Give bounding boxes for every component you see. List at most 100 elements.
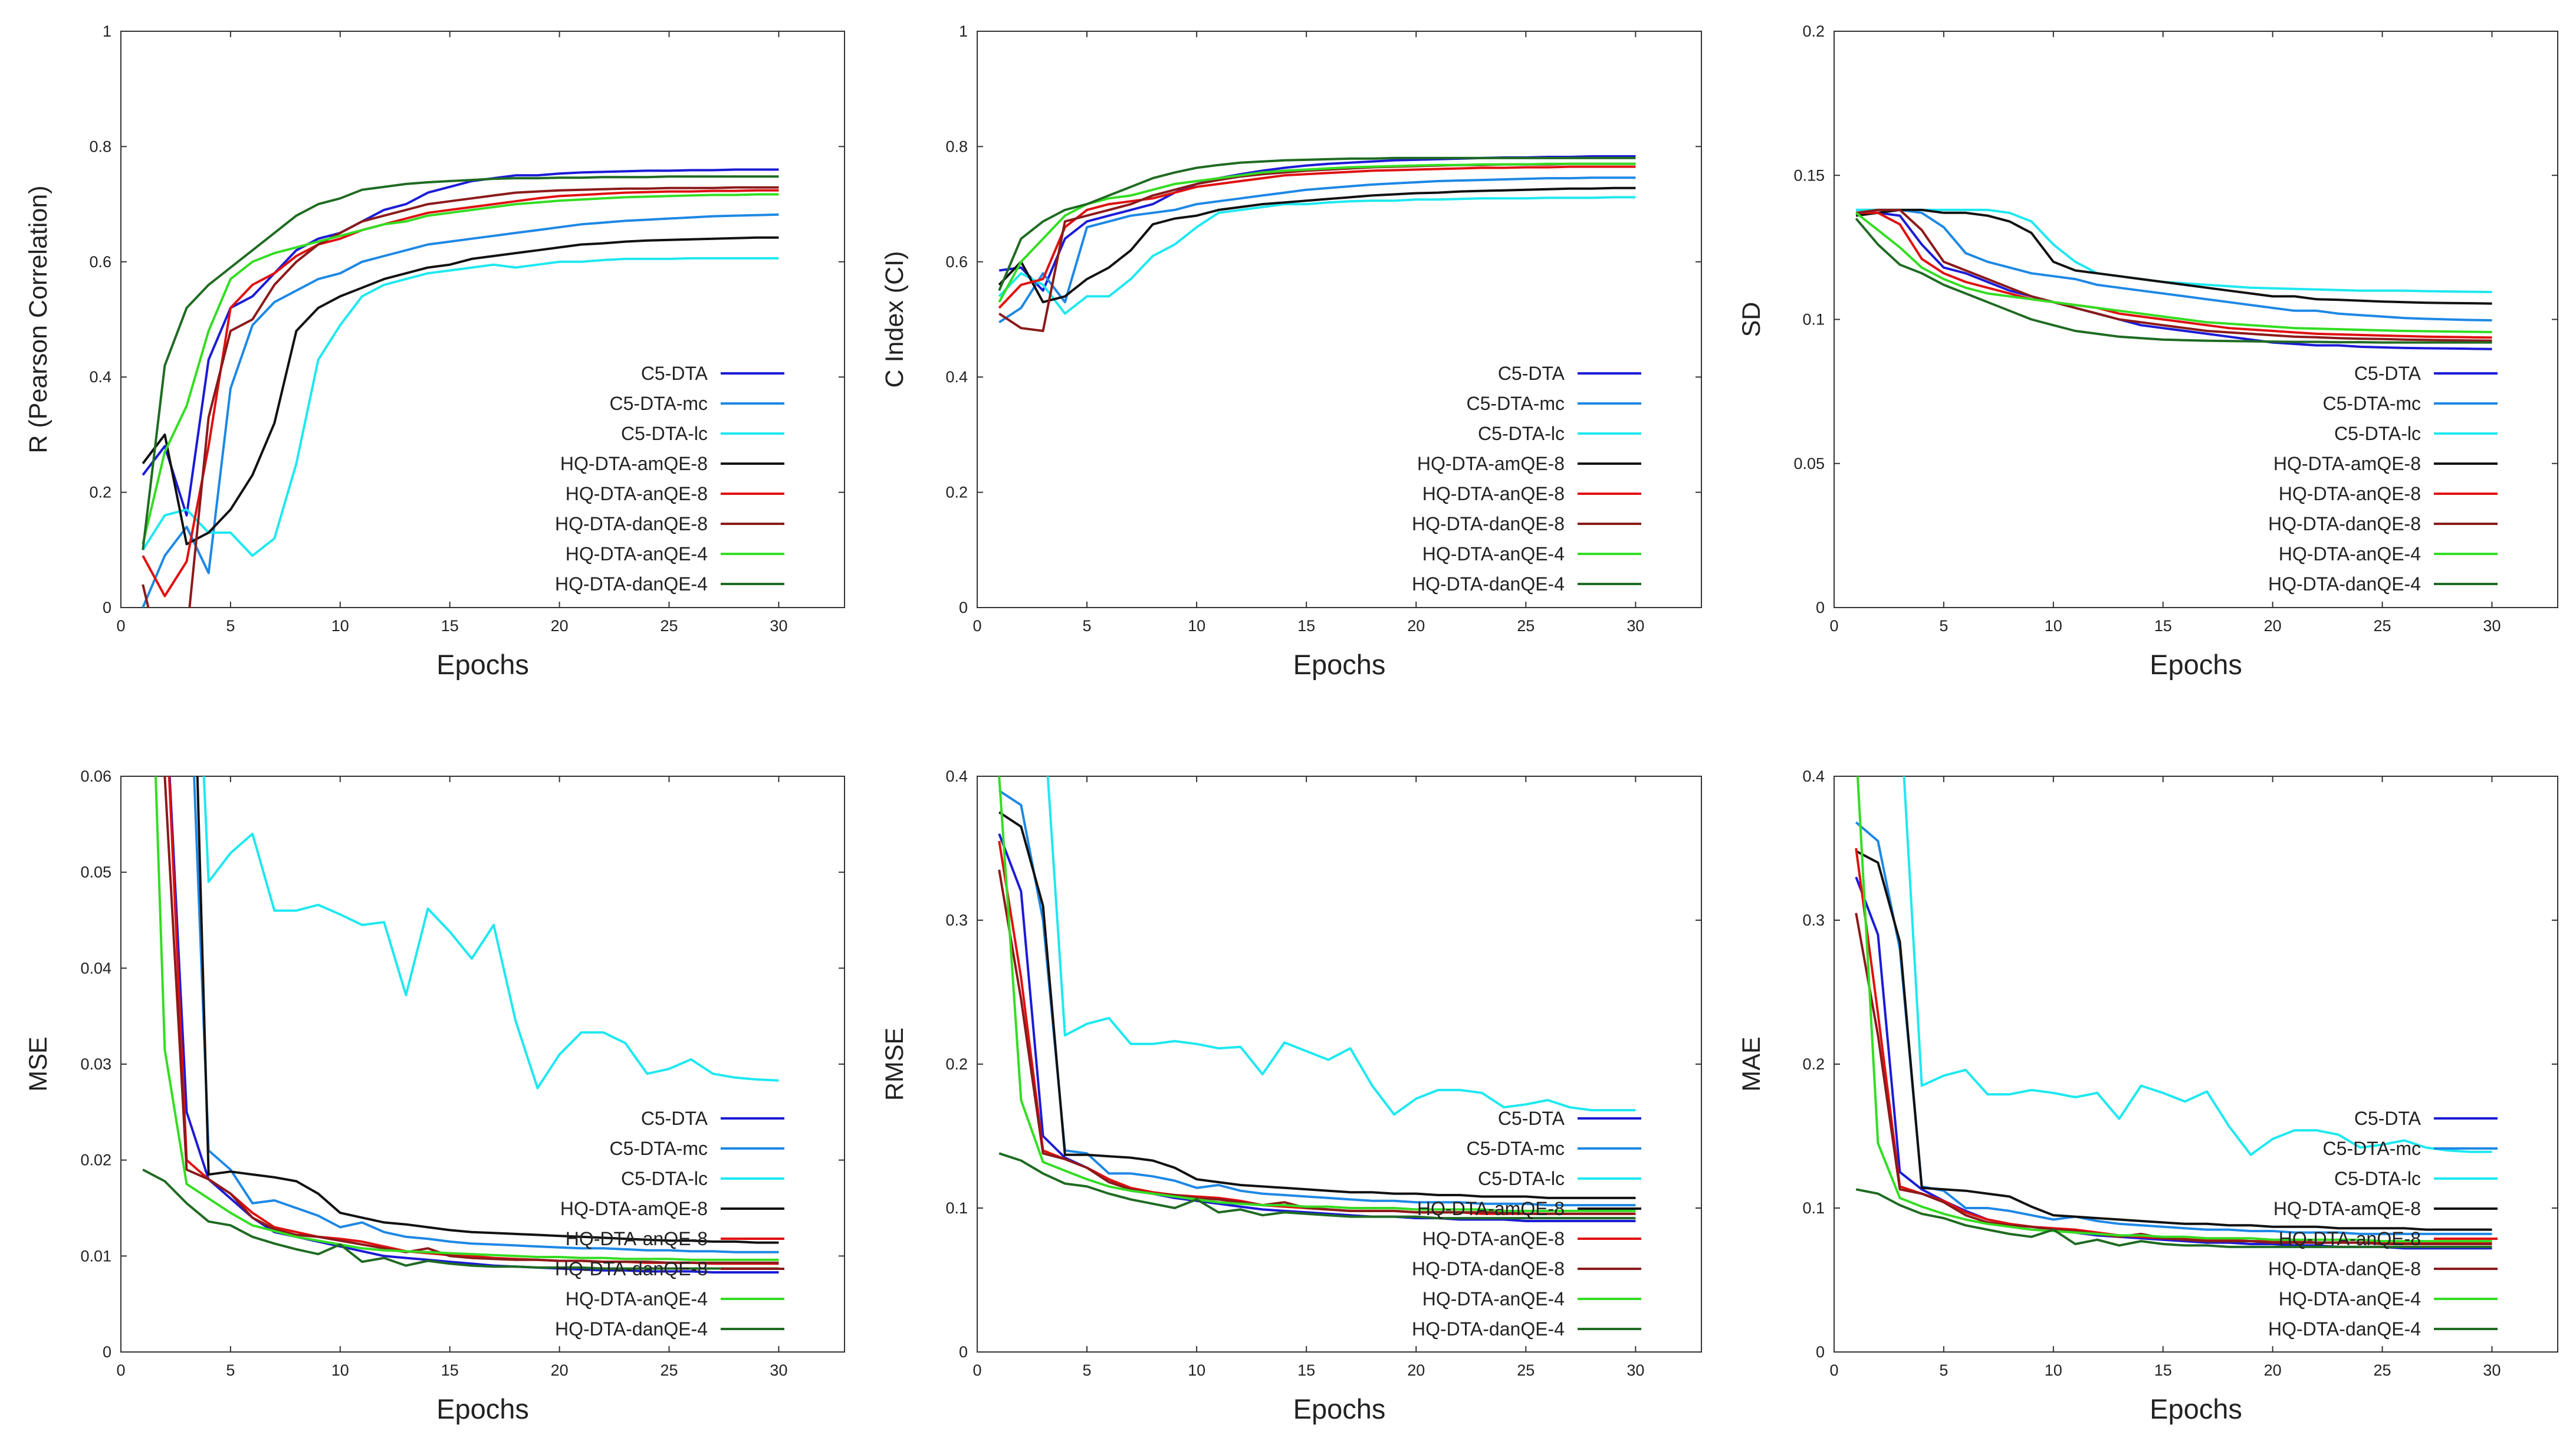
y-tick-label: 0 xyxy=(1816,1343,1825,1361)
x-tick-label: 15 xyxy=(2154,617,2172,635)
plot-frame xyxy=(977,776,1702,1353)
series-line-hq-dta-anqe-8 xyxy=(998,165,1636,309)
y-tick-label: 0.15 xyxy=(1793,166,1825,184)
series-line-hq-dta-amqe-8 xyxy=(1855,208,2492,305)
y-tick-label: 0.01 xyxy=(80,1247,111,1265)
legend-label: C5-DTA xyxy=(1498,1108,1565,1129)
y-tick-label: 0.8 xyxy=(89,137,111,155)
y-tick-label: 0.2 xyxy=(89,484,111,501)
y-tick-label: 0.3 xyxy=(945,911,968,929)
y-axis-label: MSE xyxy=(24,1036,52,1091)
legend-label: HQ-DTA-danQE-4 xyxy=(1412,573,1565,595)
legend-label: C5-DTA xyxy=(1498,363,1565,384)
y-tick-label: 1 xyxy=(959,22,968,40)
series-line-hq-dta-anqe-4 xyxy=(1855,212,2492,333)
series-line-c5-dta-lc xyxy=(1046,776,1636,1116)
x-tick-label: 5 xyxy=(226,1361,235,1379)
x-tick-label: 15 xyxy=(441,1361,459,1379)
legend-label: C5-DTA-lc xyxy=(621,423,708,444)
x-tick-label: 25 xyxy=(661,617,678,635)
x-tick-label: 5 xyxy=(1083,617,1092,635)
series-line-hq-dta-danqe-8 xyxy=(1855,208,2492,342)
series-group xyxy=(998,155,1636,332)
series-line-hq-dta-anqe-4 xyxy=(1856,776,2492,1243)
x-tick-label: 20 xyxy=(2264,1361,2282,1379)
series-line-hq-dta-danqe-4 xyxy=(998,1152,1636,1220)
legend: C5-DTA C5-DTA-mc C5-DTA-lc HQ-DTA-amQE-8 HQ-… xyxy=(555,363,784,595)
legend-label: HQ-DTA-amQE-8 xyxy=(1417,1198,1565,1219)
series-line-c5-dta xyxy=(142,168,779,517)
legend-label: HQ-DTA-amQE-8 xyxy=(560,1198,708,1219)
series-line-hq-dta-amqe-8 xyxy=(998,186,1636,304)
y-tick-label: 0.4 xyxy=(945,368,968,386)
series-line-c5-dta-lc xyxy=(202,776,779,1089)
series-line-hq-dta-amqe-8 xyxy=(1855,850,2492,1231)
series-group xyxy=(1855,776,2492,1250)
legend-label: HQ-DTA-amQE-8 xyxy=(1417,453,1565,474)
legend-label: HQ-DTA-anQE-8 xyxy=(566,1228,708,1249)
x-tick-label: 10 xyxy=(331,1361,349,1379)
series-line-hq-dta-danqe-4 xyxy=(1855,1188,2492,1248)
legend: C5-DTA C5-DTA-mc C5-DTA-lc HQ-DTA-amQE-8 HQ-… xyxy=(555,1108,784,1340)
x-tick-label: 5 xyxy=(1939,617,1948,635)
legend-label: HQ-DTA-anQE-8 xyxy=(1422,483,1565,504)
legend-label: HQ-DTA-anQE-8 xyxy=(1422,1228,1565,1249)
y-tick-label: 0 xyxy=(959,599,968,616)
y-tick-label: 0.4 xyxy=(89,368,111,386)
y-axis-label: R (Pearson Correlation) xyxy=(24,185,52,453)
x-tick-label: 15 xyxy=(2154,1361,2172,1379)
x-tick-label: 10 xyxy=(1188,617,1205,635)
series-line-c5-dta xyxy=(998,155,1636,292)
y-axis-label: MAE xyxy=(1737,1036,1766,1091)
x-tick-label: 15 xyxy=(1297,1361,1315,1379)
series-line-hq-dta-amqe-8 xyxy=(142,236,779,546)
series-line-hq-dta-anqe-4 xyxy=(154,776,779,1261)
legend-label: C5-DTA-mc xyxy=(2323,1138,2421,1159)
y-tick-label: 0.1 xyxy=(1802,1199,1825,1217)
y-tick-label: 0.1 xyxy=(945,1199,968,1217)
x-axis-label: Epochs xyxy=(2150,649,2242,680)
x-tick-label: 0 xyxy=(116,1361,125,1379)
x-tick-label: 15 xyxy=(1297,617,1315,635)
y-tick-label: 0.2 xyxy=(1802,1055,1825,1073)
legend-label: HQ-DTA-danQE-8 xyxy=(555,513,708,534)
legend-label: HQ-DTA-anQE-8 xyxy=(566,483,708,504)
legend-label: C5-DTA-mc xyxy=(1467,1138,1565,1159)
legend-label: C5-DTA-lc xyxy=(1478,1168,1565,1189)
y-tick-label: 0.3 xyxy=(1802,911,1825,929)
legend-label: HQ-DTA-amQE-8 xyxy=(560,453,708,474)
y-tick-label: 0.02 xyxy=(80,1151,111,1169)
panel-6: 0 0.1 0.2 0.3 0.4 0 5 10 15 20 25 30 Epochs MAE C5-DTA… xyxy=(1737,767,2558,1425)
x-tick-label: 20 xyxy=(2264,617,2282,635)
x-axis-label: Epochs xyxy=(1293,1393,1386,1425)
x-tick-label: 10 xyxy=(2045,1361,2062,1379)
legend: C5-DTA C5-DTA-mc C5-DTA-lc HQ-DTA-amQE-8 HQ-… xyxy=(2268,1108,2498,1340)
y-tick-label: 0 xyxy=(103,1343,111,1361)
x-tick-label: 30 xyxy=(1627,617,1644,635)
x-axis-label: Epochs xyxy=(1293,649,1386,680)
panel-4: 0 0.01 0.02 0.03 0.04 0.05 0.06 0 5 10 15 20 25 30 Epo… xyxy=(24,767,845,1425)
series-line-hq-dta-danqe-4 xyxy=(1855,218,2492,344)
legend-label: C5-DTA-mc xyxy=(610,393,708,414)
x-tick-label: 20 xyxy=(551,617,569,635)
y-tick-label: 0.06 xyxy=(80,767,111,785)
legend-label: HQ-DTA-anQE-4 xyxy=(1422,1288,1565,1310)
legend: C5-DTA C5-DTA-mc C5-DTA-lc HQ-DTA-amQE-8 HQ-… xyxy=(1412,1108,1641,1340)
series-line-c5-dta-lc xyxy=(998,196,1636,315)
series-group xyxy=(142,168,779,608)
y-axis-label: C Index (CI) xyxy=(880,251,909,388)
x-tick-label: 10 xyxy=(331,617,349,635)
x-tick-label: 30 xyxy=(770,617,787,635)
y-tick-label: 0.03 xyxy=(80,1055,111,1073)
x-tick-label: 25 xyxy=(2374,1361,2391,1379)
series-line-c5-dta xyxy=(1855,877,2492,1250)
x-tick-label: 20 xyxy=(1407,617,1425,635)
series-line-c5-dta xyxy=(998,833,1636,1222)
y-tick-label: 0.05 xyxy=(80,864,111,881)
legend-label: HQ-DTA-anQE-8 xyxy=(2279,1228,2421,1249)
series-line-c5-dta-mc xyxy=(1855,821,2492,1235)
plot-frame xyxy=(977,31,1702,608)
x-tick-label: 0 xyxy=(972,1361,981,1379)
